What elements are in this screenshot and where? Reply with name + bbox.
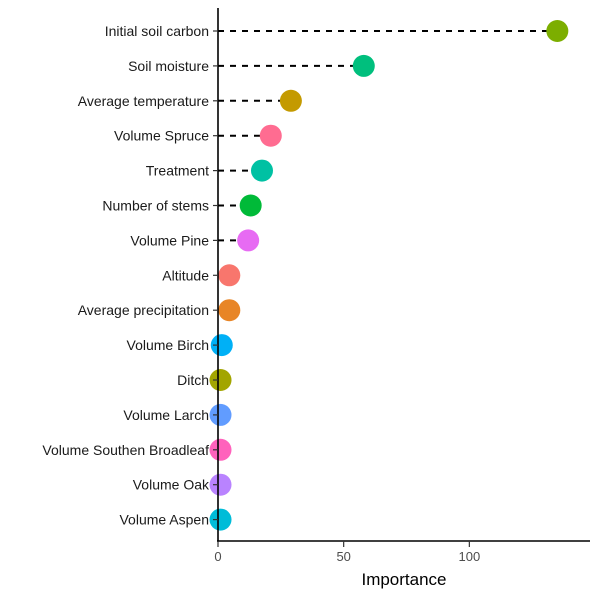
category-label: Soil moisture xyxy=(128,58,209,74)
category-labels: Initial soil carbon Soil moisture Average … xyxy=(42,23,218,528)
x-tick-label: 50 xyxy=(336,549,350,564)
category-label: Altitude xyxy=(162,267,209,283)
data-point xyxy=(210,334,233,357)
category-label: Volume Aspen xyxy=(119,512,209,528)
data-point xyxy=(209,403,232,426)
x-tick-label: 100 xyxy=(458,549,480,564)
category-label: Volume Oak xyxy=(133,477,210,493)
data-point xyxy=(259,124,282,147)
category-label: Number of stems xyxy=(102,198,209,214)
x-axis-title: Importance xyxy=(361,570,446,589)
category-label: Volume Southen Broadleaf xyxy=(42,442,209,458)
data-point xyxy=(209,508,232,531)
category-label: Volume Spruce xyxy=(114,128,209,144)
data-point xyxy=(279,89,302,112)
x-tick-label: 0 xyxy=(214,549,221,564)
data-point xyxy=(352,54,375,77)
category-label: Treatment xyxy=(146,163,209,179)
category-label: Volume Birch xyxy=(127,337,209,353)
category-label: Initial soil carbon xyxy=(105,23,209,39)
category-label: Volume Larch xyxy=(123,407,209,423)
category-label: Average temperature xyxy=(78,93,209,109)
data-point xyxy=(239,194,262,217)
category-label: Average precipitation xyxy=(78,302,209,318)
data-point xyxy=(209,369,232,391)
plot-area xyxy=(209,20,569,531)
data-point xyxy=(218,264,241,287)
data-point xyxy=(209,473,232,496)
data-point xyxy=(218,299,241,322)
category-label: Volume Pine xyxy=(130,232,209,248)
data-point xyxy=(209,438,232,461)
data-point xyxy=(237,229,260,252)
data-point xyxy=(546,20,569,42)
x-axis-ticks: 0 50 100 xyxy=(214,541,480,564)
data-point xyxy=(250,159,273,182)
category-label: Ditch xyxy=(177,372,209,388)
